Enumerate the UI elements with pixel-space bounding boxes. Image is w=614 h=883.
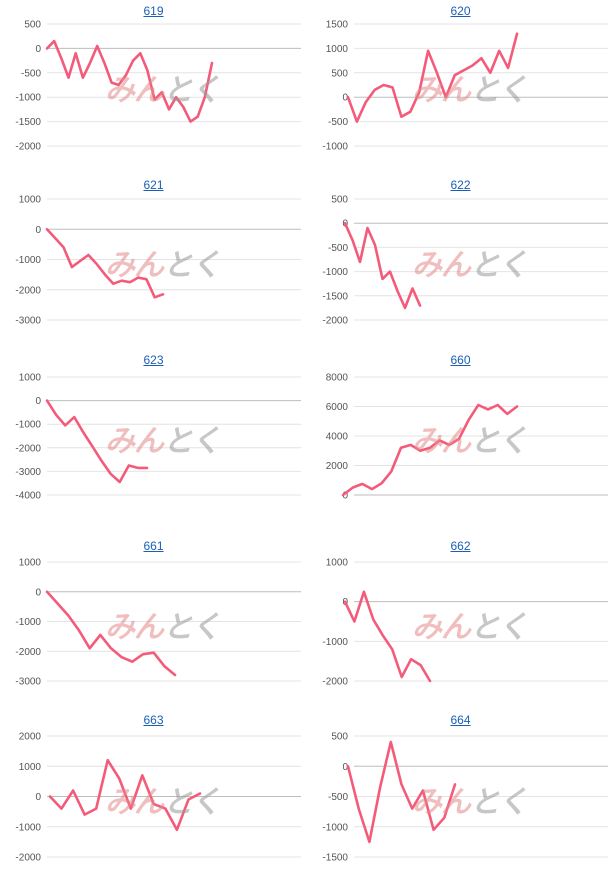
y-tick-label: 6000	[326, 402, 349, 413]
chart-panel-8: 663 2000 1000 0 -1000 -2000 みんとく	[0, 713, 307, 883]
y-tick-label: -1500	[322, 853, 348, 864]
y-tick-label: -2000	[15, 647, 41, 658]
chart-title-link[interactable]: 661	[143, 539, 164, 553]
y-tick-label: 2000	[326, 461, 349, 472]
chart-title-link[interactable]: 663	[143, 713, 164, 727]
y-tick-label: -1000	[322, 267, 348, 278]
y-tick-label: -1000	[15, 255, 41, 266]
series-line	[45, 590, 177, 677]
y-tick-label: -2000	[322, 316, 348, 327]
line-chart: 8000 6000 4000 2000 0	[326, 373, 608, 502]
chart-panel-3: 622 500 0 -500 -1000 -1500 -2000 みんとく	[307, 178, 614, 348]
series-line	[48, 758, 202, 832]
y-tick-label: 1000	[19, 762, 42, 773]
y-tick-label: 1000	[19, 373, 42, 384]
series-line	[341, 403, 519, 497]
y-tick-label: -1000	[15, 93, 41, 104]
y-tick-label: -1500	[15, 117, 41, 128]
series-line	[45, 399, 149, 484]
y-tick-label: -3000	[15, 677, 41, 688]
chart-title-link[interactable]: 623	[143, 353, 164, 367]
y-tick-label: 1500	[326, 20, 349, 31]
y-tick-label: 0	[35, 225, 41, 236]
chart-panel-2: 621 1000 0 -1000 -2000 -3000 みんとく	[0, 178, 307, 348]
y-tick-label: 500	[24, 20, 41, 31]
y-tick-label: 0	[342, 491, 348, 502]
chart-title-link[interactable]: 662	[450, 539, 471, 553]
y-tick-label: 1000	[326, 44, 349, 55]
y-tick-label: -1500	[322, 291, 348, 302]
line-chart: 1000 0 -1000 -2000 -3000 -4000	[15, 373, 301, 502]
series-line	[346, 32, 519, 123]
y-tick-label: 500	[331, 68, 348, 79]
y-tick-label: 0	[35, 44, 41, 55]
line-chart: 500 0 -500 -1000 -1500	[322, 732, 608, 864]
chart-title-link[interactable]: 619	[143, 4, 164, 18]
y-tick-label: 1000	[19, 195, 42, 206]
y-tick-label: -3000	[15, 316, 41, 327]
y-tick-label: -500	[328, 792, 348, 803]
y-tick-label: -2000	[322, 677, 348, 688]
chart-panel-9: 664 500 0 -500 -1000 -1500 みんとく	[307, 713, 614, 883]
series-line	[346, 740, 457, 844]
y-tick-label: -1000	[322, 822, 348, 833]
line-chart: 500 0 -500 -1000 -1500 -2000	[15, 20, 301, 153]
line-chart: 2000 1000 0 -1000 -2000	[15, 732, 301, 864]
y-tick-label: -4000	[15, 491, 41, 502]
series-line	[45, 39, 214, 123]
y-tick-label: -3000	[15, 467, 41, 478]
y-tick-label: 0	[35, 587, 41, 598]
y-tick-label: 0	[35, 792, 41, 803]
line-chart: 1000 0 -1000 -2000 -3000	[15, 558, 301, 688]
chart-title-link[interactable]: 664	[450, 713, 471, 727]
y-tick-label: 4000	[326, 432, 349, 443]
chart-title-link[interactable]: 660	[450, 353, 471, 367]
chart-panel-5: 660 8000 6000 4000 2000 0 みんとく	[307, 353, 614, 523]
y-tick-label: -2000	[15, 285, 41, 296]
line-chart: 1500 1000 500 0 -500 -1000	[322, 20, 608, 153]
chart-title-link[interactable]: 622	[450, 178, 471, 192]
chart-title-link[interactable]: 621	[143, 178, 164, 192]
line-chart: 1000 0 -1000 -2000 -3000	[15, 195, 301, 327]
y-tick-label: -1000	[322, 142, 348, 153]
y-tick-label: -2000	[15, 853, 41, 864]
y-tick-label: -1000	[15, 822, 41, 833]
y-tick-label: -2000	[15, 142, 41, 153]
y-tick-label: 500	[331, 195, 348, 206]
series-line	[45, 227, 165, 299]
chart-title-link[interactable]: 620	[450, 4, 471, 18]
chart-panel-4: 623 1000 0 -1000 -2000 -3000 -4000 みんとく	[0, 353, 307, 523]
series-line	[343, 221, 422, 310]
y-tick-label: 1000	[19, 558, 42, 569]
chart-panel-7: 662 1000 0 -1000 -2000 みんとく	[307, 539, 614, 709]
y-tick-label: -500	[328, 117, 348, 128]
y-tick-label: -500	[21, 68, 41, 79]
chart-panel-1: 620 1500 1000 500 0 -500 -1000 みんとく	[307, 4, 614, 174]
chart-panel-6: 661 1000 0 -1000 -2000 -3000 みんとく	[0, 539, 307, 709]
y-tick-label: 0	[35, 396, 41, 407]
y-tick-label: 1000	[326, 558, 349, 569]
y-tick-label: -500	[328, 243, 348, 254]
y-tick-label: -1000	[15, 420, 41, 431]
y-tick-label: -1000	[15, 617, 41, 628]
y-tick-label: 8000	[326, 373, 349, 384]
y-tick-label: -2000	[15, 443, 41, 454]
y-tick-label: 0	[342, 93, 348, 104]
y-tick-label: 500	[331, 732, 348, 743]
y-tick-label: 0	[342, 762, 348, 773]
y-tick-label: -1000	[322, 637, 348, 648]
chart-panel-0: 619 500 0 -500 -1000 -1500 -2000 みんとく	[0, 4, 307, 174]
series-line	[343, 590, 432, 683]
y-tick-label: 2000	[19, 732, 42, 743]
